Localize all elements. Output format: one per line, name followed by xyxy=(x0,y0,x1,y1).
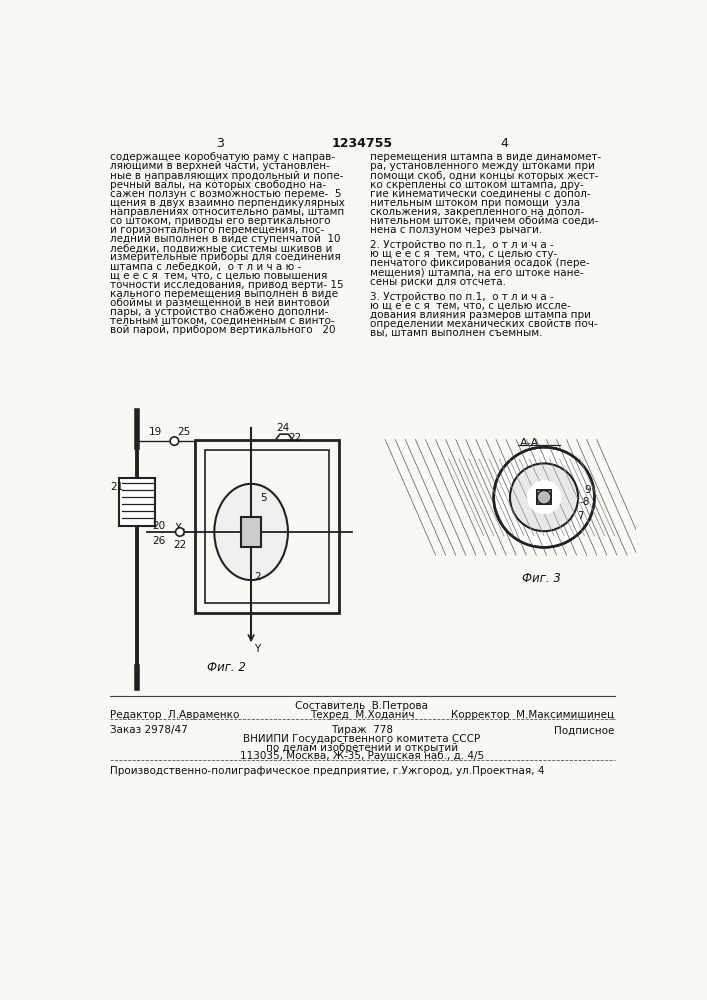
Text: сажен ползун с возможностью переме-  5: сажен ползун с возможностью переме- 5 xyxy=(110,189,341,199)
Bar xyxy=(195,440,339,613)
Text: Заказ 2978/47: Заказ 2978/47 xyxy=(110,725,188,735)
Text: по делам изобретений и открытий: по делам изобретений и открытий xyxy=(266,743,458,753)
Text: ра, установленного между штоками при: ра, установленного между штоками при xyxy=(370,161,595,171)
Text: 26: 26 xyxy=(152,536,165,546)
Text: речный валы, на которых свободно на-: речный валы, на которых свободно на- xyxy=(110,180,326,190)
Text: Фиг. 2: Фиг. 2 xyxy=(207,661,246,674)
Text: направлениях относительно рамы, штамп: направлениях относительно рамы, штамп xyxy=(110,207,344,217)
Text: определении механических свойств поч-: определении механических свойств поч- xyxy=(370,319,597,329)
Text: 1234755: 1234755 xyxy=(332,137,392,150)
Circle shape xyxy=(493,447,595,547)
Text: перемещения штампа в виде динамомет-: перемещения штампа в виде динамомет- xyxy=(370,152,601,162)
Text: со штоком, приводы его вертикального: со штоком, приводы его вертикального xyxy=(110,216,331,226)
Text: щения в двух взаимно перпендикулярных: щения в двух взаимно перпендикулярных xyxy=(110,198,345,208)
Text: ю щ е е с я  тем, что, с целью сту-: ю щ е е с я тем, что, с целью сту- xyxy=(370,249,557,259)
Text: сены риски для отсчета.: сены риски для отсчета. xyxy=(370,277,506,287)
Text: Техред  М.Ходанич: Техред М.Ходанич xyxy=(310,710,414,720)
Text: ные в направляющих продольный и попе-: ные в направляющих продольный и попе- xyxy=(110,171,344,181)
Text: нительным штоком при помощи  узла: нительным штоком при помощи узла xyxy=(370,198,580,208)
Text: 22: 22 xyxy=(288,433,302,443)
Text: Составитель  В.Петрова: Составитель В.Петрова xyxy=(296,701,428,711)
Text: пенчатого фиксирования осадок (пере-: пенчатого фиксирования осадок (пере- xyxy=(370,258,590,268)
Text: лебедки, подвижные системы шкивов и: лебедки, подвижные системы шкивов и xyxy=(110,243,332,253)
Text: кального перемещения выполнен в виде: кального перемещения выполнен в виде xyxy=(110,289,338,299)
Text: скольжения, закрепленного на допол-: скольжения, закрепленного на допол- xyxy=(370,207,584,217)
Bar xyxy=(537,490,551,504)
Text: 25: 25 xyxy=(177,427,191,437)
Text: и горизонтального перемещения, пос-: и горизонтального перемещения, пос- xyxy=(110,225,325,235)
Text: Корректор  М.Максимишинец: Корректор М.Максимишинец xyxy=(452,710,614,720)
Text: 3. Устройство по п.1,  о т л и ч а -: 3. Устройство по п.1, о т л и ч а - xyxy=(370,292,554,302)
Bar xyxy=(119,478,155,526)
Circle shape xyxy=(175,528,184,536)
Text: дования влияния размеров штампа при: дования влияния размеров штампа при xyxy=(370,310,591,320)
Text: -8: -8 xyxy=(580,497,590,507)
Bar xyxy=(241,517,261,547)
Text: Тираж  778: Тираж 778 xyxy=(331,725,393,735)
Text: вой парой, прибором вертикального   20: вой парой, прибором вертикального 20 xyxy=(110,325,336,335)
Text: 24: 24 xyxy=(276,423,289,433)
Text: 5: 5 xyxy=(260,493,267,503)
Text: 2: 2 xyxy=(255,572,261,582)
Text: штампа с лебедкой,  о т л и ч а ю -: штампа с лебедкой, о т л и ч а ю - xyxy=(110,261,301,271)
Text: точности исследования, привод верти- 15: точности исследования, привод верти- 15 xyxy=(110,280,344,290)
Text: мещения) штампа, на его штоке нане-: мещения) штампа, на его штоке нане- xyxy=(370,268,583,278)
Text: А-А: А-А xyxy=(520,438,539,448)
Text: помощи скоб, одни концы которых жест-: помощи скоб, одни концы которых жест- xyxy=(370,171,598,181)
Text: Фиг. 3: Фиг. 3 xyxy=(522,572,561,585)
Text: ледний выполнен в виде ступенчатой  10: ледний выполнен в виде ступенчатой 10 xyxy=(110,234,341,244)
Text: ляющими в верхней части, установлен-: ляющими в верхней части, установлен- xyxy=(110,161,330,171)
Text: обоймы и размещенной в ней винтовой: обоймы и размещенной в ней винтовой xyxy=(110,298,329,308)
Text: 7: 7 xyxy=(577,511,583,521)
Text: ко скреплены со штоком штампа, дру-: ко скреплены со штоком штампа, дру- xyxy=(370,180,583,190)
Circle shape xyxy=(510,463,578,531)
Text: Y: Y xyxy=(255,644,260,654)
Text: гие кинематически соединены с допол-: гие кинематически соединены с допол- xyxy=(370,189,590,199)
Circle shape xyxy=(537,490,551,504)
Text: 22: 22 xyxy=(174,540,187,550)
Text: нена с ползуном через рычаги.: нена с ползуном через рычаги. xyxy=(370,225,542,235)
Text: тельным штоком, соединенным с винто-: тельным штоком, соединенным с винто- xyxy=(110,316,334,326)
Text: Подписное: Подписное xyxy=(554,725,614,735)
Ellipse shape xyxy=(214,484,288,580)
Text: 20: 20 xyxy=(152,521,165,531)
Text: 113035, Москва, Ж-35, Раушская наб., д. 4/5: 113035, Москва, Ж-35, Раушская наб., д. … xyxy=(240,751,484,761)
Text: нительном штоке, причем обойма соеди-: нительном штоке, причем обойма соеди- xyxy=(370,216,598,226)
Text: измерительные приборы для соединения: измерительные приборы для соединения xyxy=(110,252,341,262)
Text: 19: 19 xyxy=(149,427,162,437)
Bar xyxy=(537,490,551,504)
Text: Производственно-полиграфическое предприятие, г.Ужгород, ул.Проектная, 4: Производственно-полиграфическое предприя… xyxy=(110,766,544,776)
Text: ВНИИПИ Государственного комитета СССР: ВНИИПИ Государственного комитета СССР xyxy=(243,734,481,744)
Text: ю щ е е с я  тем, что, с целью иссле-: ю щ е е с я тем, что, с целью иссле- xyxy=(370,301,571,311)
Text: вы, штамп выполнен съемным.: вы, штамп выполнен съемным. xyxy=(370,328,542,338)
Text: X: X xyxy=(175,523,182,533)
Circle shape xyxy=(170,437,179,445)
Text: 21: 21 xyxy=(110,482,123,492)
Text: пары, а устройство снабжено дополни-: пары, а устройство снабжено дополни- xyxy=(110,307,329,317)
Text: 9: 9 xyxy=(585,485,591,495)
Circle shape xyxy=(510,463,578,531)
Text: 3: 3 xyxy=(216,137,224,150)
Text: щ е е с я  тем, что, с целью повышения: щ е е с я тем, что, с целью повышения xyxy=(110,270,327,280)
Text: 2. Устройство по п.1,  о т л и ч а -: 2. Устройство по п.1, о т л и ч а - xyxy=(370,240,554,250)
Text: Редактор  Л.Авраменко: Редактор Л.Авраменко xyxy=(110,710,240,720)
Bar xyxy=(206,450,329,603)
Text: 4: 4 xyxy=(501,137,508,150)
Circle shape xyxy=(527,480,561,514)
Text: содержащее коробчатую раму с направ-: содержащее коробчатую раму с направ- xyxy=(110,152,335,162)
Circle shape xyxy=(537,490,551,504)
